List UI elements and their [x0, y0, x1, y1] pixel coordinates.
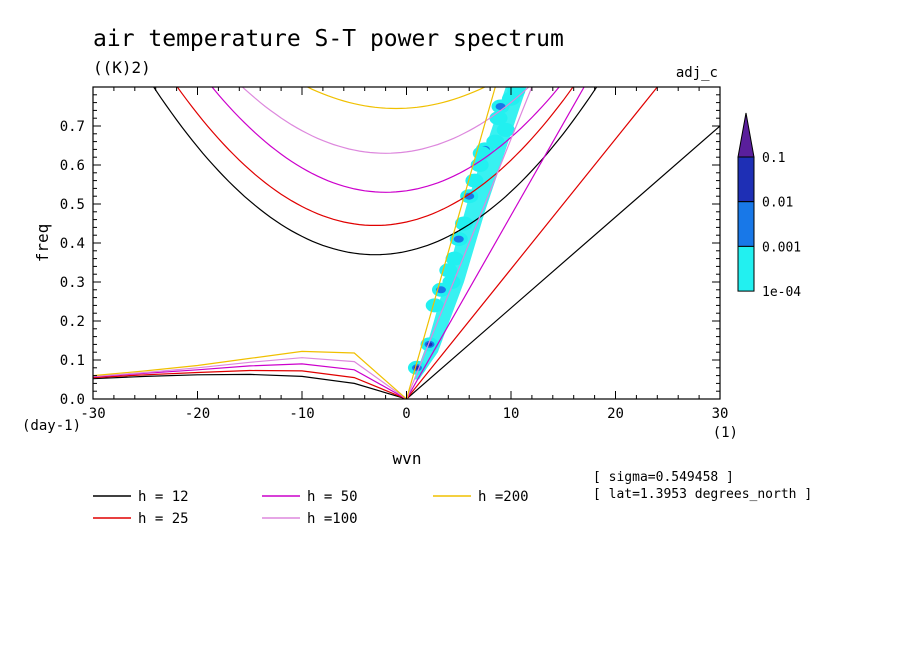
- y-axis-label: freq: [33, 224, 52, 263]
- dispersion-curve-upper: [211, 87, 560, 193]
- x-tick-label: 30: [712, 406, 729, 422]
- y-tick-label: 0.3: [60, 275, 85, 291]
- plot-area: -30 -20 -10 0 10 20 30 0.0 0.1 0.2 0.3 0.4 0.5 0.6 0.7: [60, 86, 729, 422]
- dispersion-curve-kelvin: [405, 87, 585, 399]
- contour-patch: [425, 298, 444, 313]
- x-unit-label: (1): [713, 425, 738, 441]
- colorbar-label: 1e-04: [762, 285, 801, 300]
- x-tick-label: 20: [607, 406, 624, 422]
- y-unit-label: (day-1): [22, 418, 81, 434]
- x-tick-label: -10: [289, 406, 314, 422]
- dispersion-curve-mrg: [93, 369, 407, 399]
- dispersion-curve-upper: [152, 87, 598, 256]
- y-tick-label: 0.5: [60, 197, 85, 213]
- colorbar-label: 0.1: [762, 151, 785, 166]
- colorbar-segment: [737, 245, 755, 292]
- y-tick-label: 0.1: [60, 353, 85, 369]
- colorbar-segment: [737, 201, 755, 247]
- legend-label: h = 25: [138, 511, 189, 527]
- contour-patch-core: [453, 235, 464, 243]
- colorbar-segment: [737, 156, 755, 203]
- legend: h = 12 h = 25 h = 50 h =100 h =200: [93, 489, 529, 527]
- dispersion-curve-upper: [176, 87, 574, 226]
- y-tick-label: 0.7: [60, 119, 85, 135]
- contour-patch-core: [464, 192, 475, 200]
- colorbar-label: 0.01: [762, 196, 793, 211]
- dispersion-curve-mrg: [93, 373, 407, 399]
- x-axis-label: wvn: [393, 449, 422, 468]
- annotation-sigma: [ sigma=0.549458 ]: [593, 470, 734, 485]
- dispersion-curve-mrg: [93, 350, 407, 399]
- dispersion-curve-kelvin: [405, 87, 496, 399]
- colorbar-top-triangle: [737, 112, 755, 158]
- y-tick-label: 0.2: [60, 314, 85, 330]
- contour-patch: [454, 216, 473, 231]
- y-tick-label: 0.4: [60, 236, 85, 252]
- x-tick-label: 0: [402, 406, 410, 422]
- contour-patch: [496, 122, 515, 137]
- legend-label: h = 50: [307, 489, 358, 505]
- dispersion-curve-kelvin: [406, 125, 720, 399]
- x-tick-label: -20: [185, 406, 210, 422]
- x-tick-label: -30: [80, 406, 105, 422]
- legend-label: h =200: [478, 489, 529, 505]
- legend-label: h = 12: [138, 489, 189, 505]
- colorbar: 0.1 0.01 0.001 1e-04: [737, 112, 801, 300]
- run-label: adj_c: [676, 65, 718, 81]
- dispersion-curve-upper: [241, 87, 530, 154]
- dispersion-curve-kelvin: [405, 87, 533, 399]
- contour-patch: [445, 251, 464, 266]
- dispersion-curve-kelvin: [406, 87, 658, 399]
- dispersion-curve-mrg: [93, 363, 407, 399]
- legend-label: h =100: [307, 511, 358, 527]
- contour-patch: [507, 87, 526, 98]
- dispersion-curve-mrg: [93, 357, 407, 399]
- annotation-lat: [ lat=1.3953 degrees_north ]: [593, 487, 812, 502]
- contour-patch: [442, 275, 461, 289]
- plot-content: [93, 87, 720, 399]
- colorbar-label: 0.001: [762, 240, 801, 255]
- contour-patch-core: [495, 103, 506, 110]
- x-tick-label: 10: [503, 406, 520, 422]
- dispersion-curve-upper: [306, 87, 487, 110]
- contour-patch: [486, 134, 505, 149]
- y-tick-label: 0.6: [60, 158, 85, 174]
- chart-title: air temperature S-T power spectrum: [93, 26, 564, 52]
- units-label: ((K)2): [93, 58, 151, 77]
- y-tick-label: 0.0: [60, 392, 85, 408]
- contour-patch: [470, 158, 489, 172]
